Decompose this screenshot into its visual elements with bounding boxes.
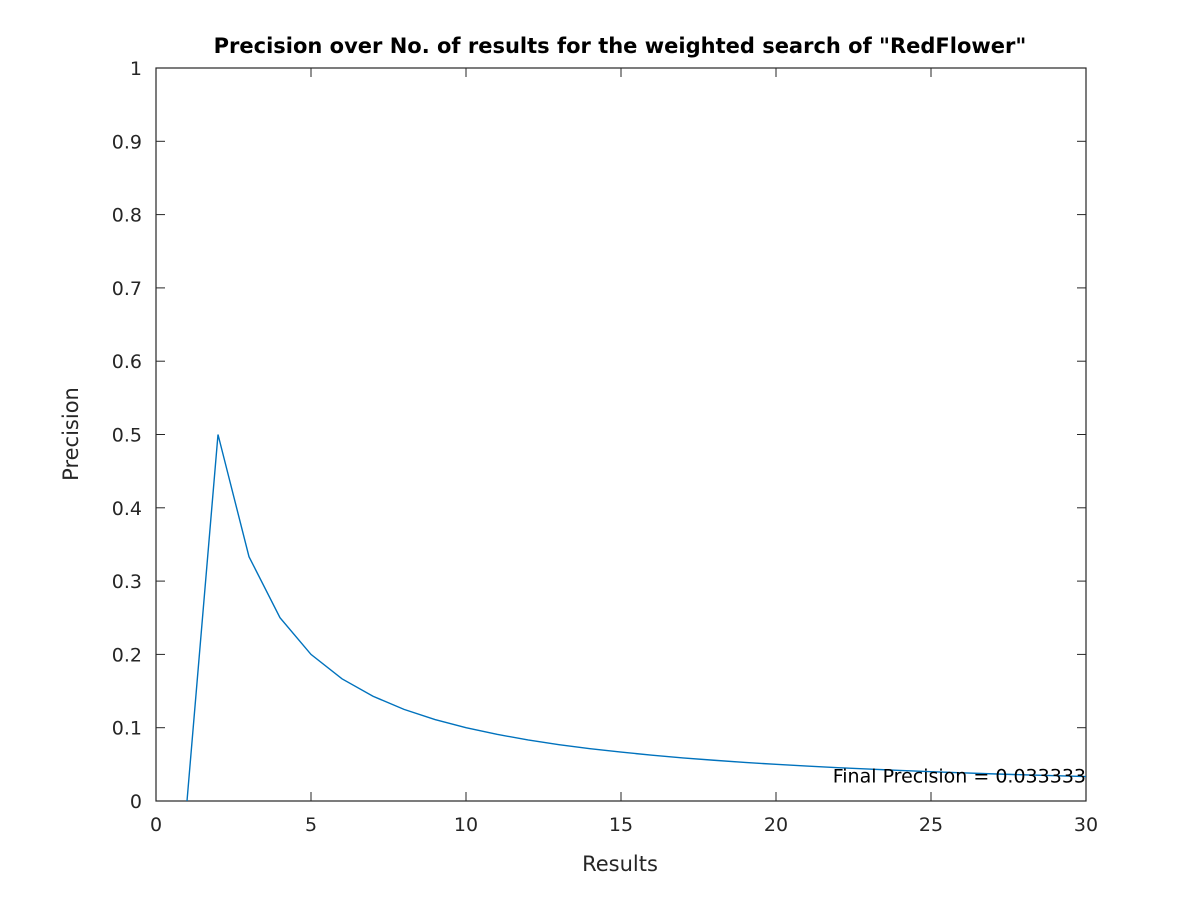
y-tick-label: 0.5 [112,425,142,447]
x-axis-label: Results [582,852,658,876]
y-tick-label: 0.3 [112,571,142,593]
x-tick-label: 25 [919,814,943,836]
x-tick-label: 15 [609,814,633,836]
y-tick-label: 0.1 [112,718,142,740]
y-tick-label: 0.6 [112,351,142,373]
x-tick-label: 10 [454,814,478,836]
x-tick-label: 5 [305,814,317,836]
x-tick-label: 30 [1074,814,1098,836]
y-tick-label: 0.7 [112,278,142,300]
precision-series-line [186,434,1087,802]
y-tick-label: 1 [130,58,142,80]
y-tick-label: 0.2 [112,644,142,666]
chart-title: Precision over No. of results for the we… [214,34,1027,58]
plot-area: 0 5 10 15 20 25 30 0 0.1 0.2 0.3 0.4 0.5 0.6 0.7 0.8 0.9… [112,58,1098,836]
y-tick-label: 0.9 [112,131,142,153]
final-precision-annotation: Final Precision = 0.033333 [833,766,1086,788]
y-tick-label: 0 [130,791,142,813]
y-tick-label: 0.4 [112,498,142,520]
y-axis-label: Precision [59,387,83,481]
y-tick-label: 0.8 [112,205,142,227]
x-tick-label: 20 [764,814,788,836]
x-tick-label: 0 [150,814,162,836]
